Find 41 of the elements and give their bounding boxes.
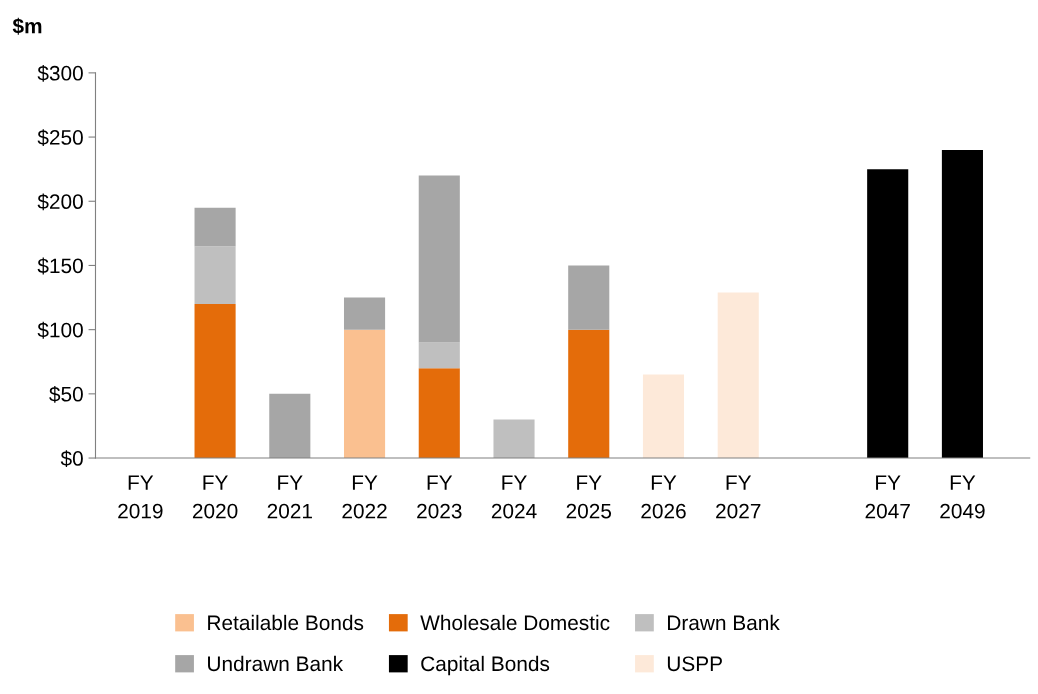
bar [493,419,535,459]
bar [568,265,610,330]
x-tick-label: FY 2047 [865,475,910,519]
bar [717,292,759,459]
bar [418,342,460,369]
y-tick-label: $0 [60,450,83,468]
x-tick-label: FY 2023 [417,475,462,519]
bar [418,175,460,343]
x-tick-label: FY 2019 [118,475,163,519]
legend-label: USPP [667,656,722,672]
x-tick-label: FY 2026 [641,475,686,519]
legend-label: Undrawn Bank [208,655,344,672]
bar [418,368,460,459]
legend-label: Wholesale Domestic [420,614,610,631]
bar [343,329,386,459]
y-tick-label: $150 [37,257,83,275]
bar [568,329,610,459]
bar [194,207,236,247]
bar [343,297,386,330]
x-tick-label: FY 2022 [342,475,387,519]
y-tick-label: $250 [37,129,83,147]
x-tick-label: FY 2025 [566,475,612,519]
x-tick-label: FY 2027 [716,475,761,519]
y-tick-label: $300 [37,65,83,82]
x-tick-label: FY 2049 [940,475,985,519]
legend-label: Retailable Bonds [208,614,364,631]
y-axis-title: $m [12,17,42,35]
bar [269,393,311,459]
x-tick-label: FY 2021 [267,475,312,519]
bar [194,303,236,459]
x-tick-label: FY 2024 [491,475,537,519]
x-tick-label: FY 2020 [192,475,238,519]
legend-label: Drawn Bank [668,614,780,631]
bar [867,169,909,459]
bar [941,149,983,459]
y-tick-label: $200 [37,193,83,211]
legend-label: Capital Bonds [421,655,550,676]
y-tick-label: $50 [49,385,83,403]
bar [642,374,685,459]
bar [194,246,236,304]
y-tick-label: $100 [37,321,83,339]
